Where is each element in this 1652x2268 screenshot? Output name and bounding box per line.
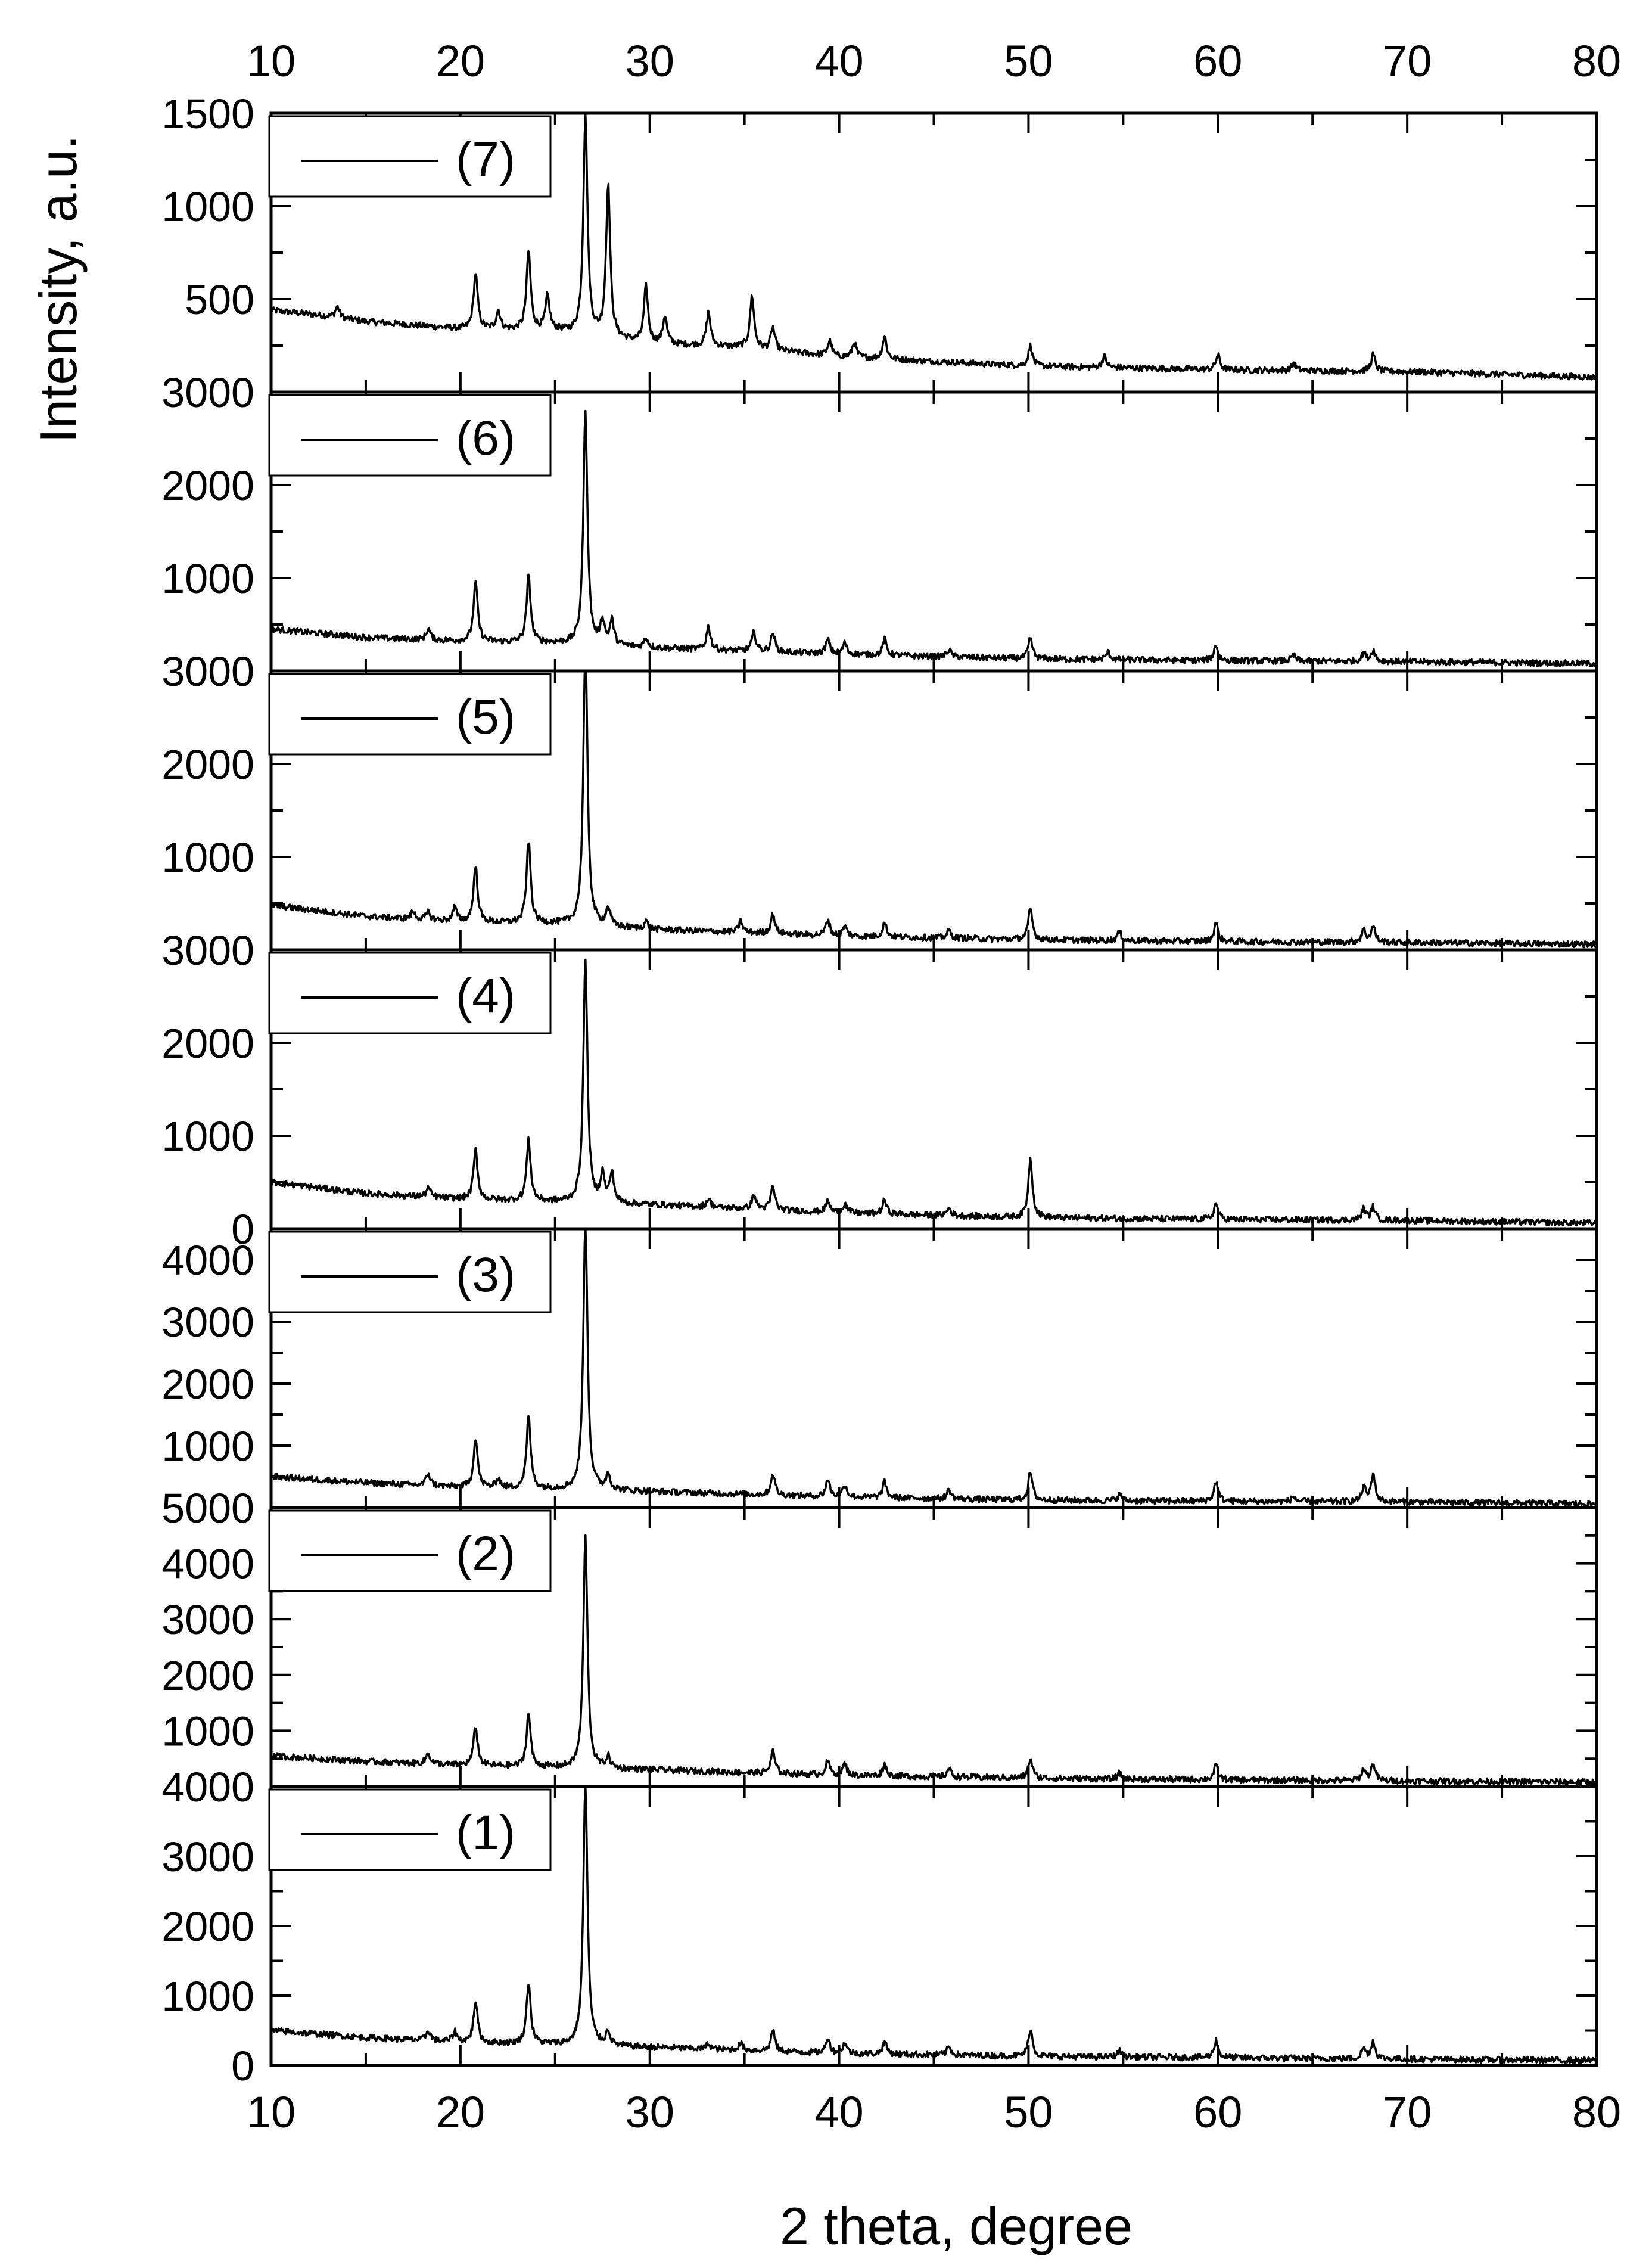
y-tick-label: 3000 [161, 648, 254, 695]
panel: 0 1000 2000 3000 (6) [161, 369, 1598, 695]
y-tick-label: 2000 [161, 1020, 254, 1067]
series-line [270, 409, 1597, 667]
x-tick-label-top: 20 [436, 36, 485, 86]
series-line [270, 1534, 1597, 1787]
x-tick-label: 80 [1572, 2087, 1621, 2137]
y-tick-label: 3000 [161, 369, 254, 416]
x-tick-label-top: 80 [1572, 36, 1621, 86]
series-line [270, 1228, 1597, 1508]
y-tick-label: 4000 [161, 1764, 254, 1810]
panel: 0 1000 2000 3000 4000 (1) [161, 1764, 1598, 2089]
panels: 500 1000 1500 (7) 0 1000 2000 3000 (6) 1000 2000 30… [161, 91, 1598, 2089]
legend-box [268, 115, 552, 198]
y-tick-label: 4000 [161, 1237, 254, 1284]
y-tick-label: 1000 [161, 1423, 254, 1469]
x-tick-label-top: 40 [814, 36, 863, 86]
panel: 1000 2000 3000 (5) [161, 648, 1598, 952]
y-tick-label: 1000 [161, 555, 254, 602]
legend-label: (1) [456, 1806, 515, 1860]
y-tick-label: 0 [231, 648, 254, 695]
y-tick-label: 2000 [161, 741, 254, 788]
legend-box [268, 1509, 552, 1592]
y-tick-label: 2000 [161, 1652, 254, 1699]
legend: (3) [268, 1231, 552, 1313]
x-tick-label: 50 [1004, 2087, 1053, 2137]
y-tick-label: 5000 [161, 1485, 254, 1531]
series-line [270, 670, 1597, 949]
series-line [270, 958, 1597, 1227]
panel: 0 1000 2000 3000 (4) [161, 927, 1598, 1253]
y-tick-label: 3000 [161, 1299, 254, 1346]
y-tick-label: 1000 [161, 1708, 254, 1754]
x-tick-label-top: 50 [1004, 36, 1053, 86]
legend-label: (7) [456, 132, 515, 187]
series-line [270, 1785, 1597, 2065]
y-tick-label: 2000 [161, 1903, 254, 1950]
legend-box [268, 1788, 552, 1871]
y-tick-label: 1000 [161, 834, 254, 881]
y-tick-label: 2000 [161, 1361, 254, 1408]
legend-label: (6) [456, 411, 515, 465]
legend-label: (4) [456, 969, 515, 1023]
legend-label: (5) [456, 690, 515, 744]
y-tick-label: 1000 [161, 1113, 254, 1160]
x-tick-label: 10 [247, 2087, 295, 2137]
y-tick-label: 0 [231, 2043, 254, 2089]
y-tick-label: 500 [185, 276, 254, 323]
y-tick-label: 3000 [161, 1596, 254, 1643]
legend: (6) [268, 394, 552, 477]
y-tick-label: 1500 [161, 91, 254, 137]
x-tick-label-top: 10 [247, 36, 295, 86]
y-axis-label: Intensity, a.u. [29, 135, 88, 443]
y-tick-label: 4000 [161, 1541, 254, 1587]
panel: 1000 2000 3000 4000 (3) [161, 1227, 1598, 1509]
legend-box [268, 394, 552, 477]
x-axis-ticks: 10 10 20 20 30 30 40 40 50 50 60 60 70 70 80 80 [247, 36, 1621, 2137]
y-tick-label: 1000 [161, 1973, 254, 2020]
x-tick-label: 30 [626, 2087, 674, 2137]
series-line [270, 114, 1597, 381]
x-tick-label: 40 [814, 2087, 863, 2137]
y-tick-label: 2000 [161, 462, 254, 509]
x-axis-label: 2 theta, degree [780, 2196, 1133, 2255]
x-tick-label: 70 [1383, 2087, 1432, 2137]
legend: (4) [268, 952, 552, 1034]
legend: (1) [268, 1788, 552, 1871]
y-tick-label: 3000 [161, 927, 254, 974]
x-tick-label-top: 60 [1193, 36, 1242, 86]
y-tick-label: 3000 [161, 1834, 254, 1880]
legend-box [268, 952, 552, 1034]
x-tick-label: 60 [1193, 2087, 1242, 2137]
legend-label: (2) [456, 1527, 515, 1581]
legend: (7) [268, 115, 552, 198]
x-tick-label-top: 70 [1383, 36, 1432, 86]
legend-box [268, 1231, 552, 1313]
y-tick-label: 0 [231, 1206, 254, 1253]
y-tick-label: 1000 [161, 184, 254, 230]
legend: (5) [268, 673, 552, 756]
legend-box [268, 673, 552, 756]
x-tick-label: 20 [436, 2087, 485, 2137]
legend: (2) [268, 1509, 552, 1592]
x-tick-label-top: 30 [626, 36, 674, 86]
panel: 500 1000 1500 (7) [161, 91, 1598, 394]
legend-label: (3) [456, 1248, 515, 1302]
